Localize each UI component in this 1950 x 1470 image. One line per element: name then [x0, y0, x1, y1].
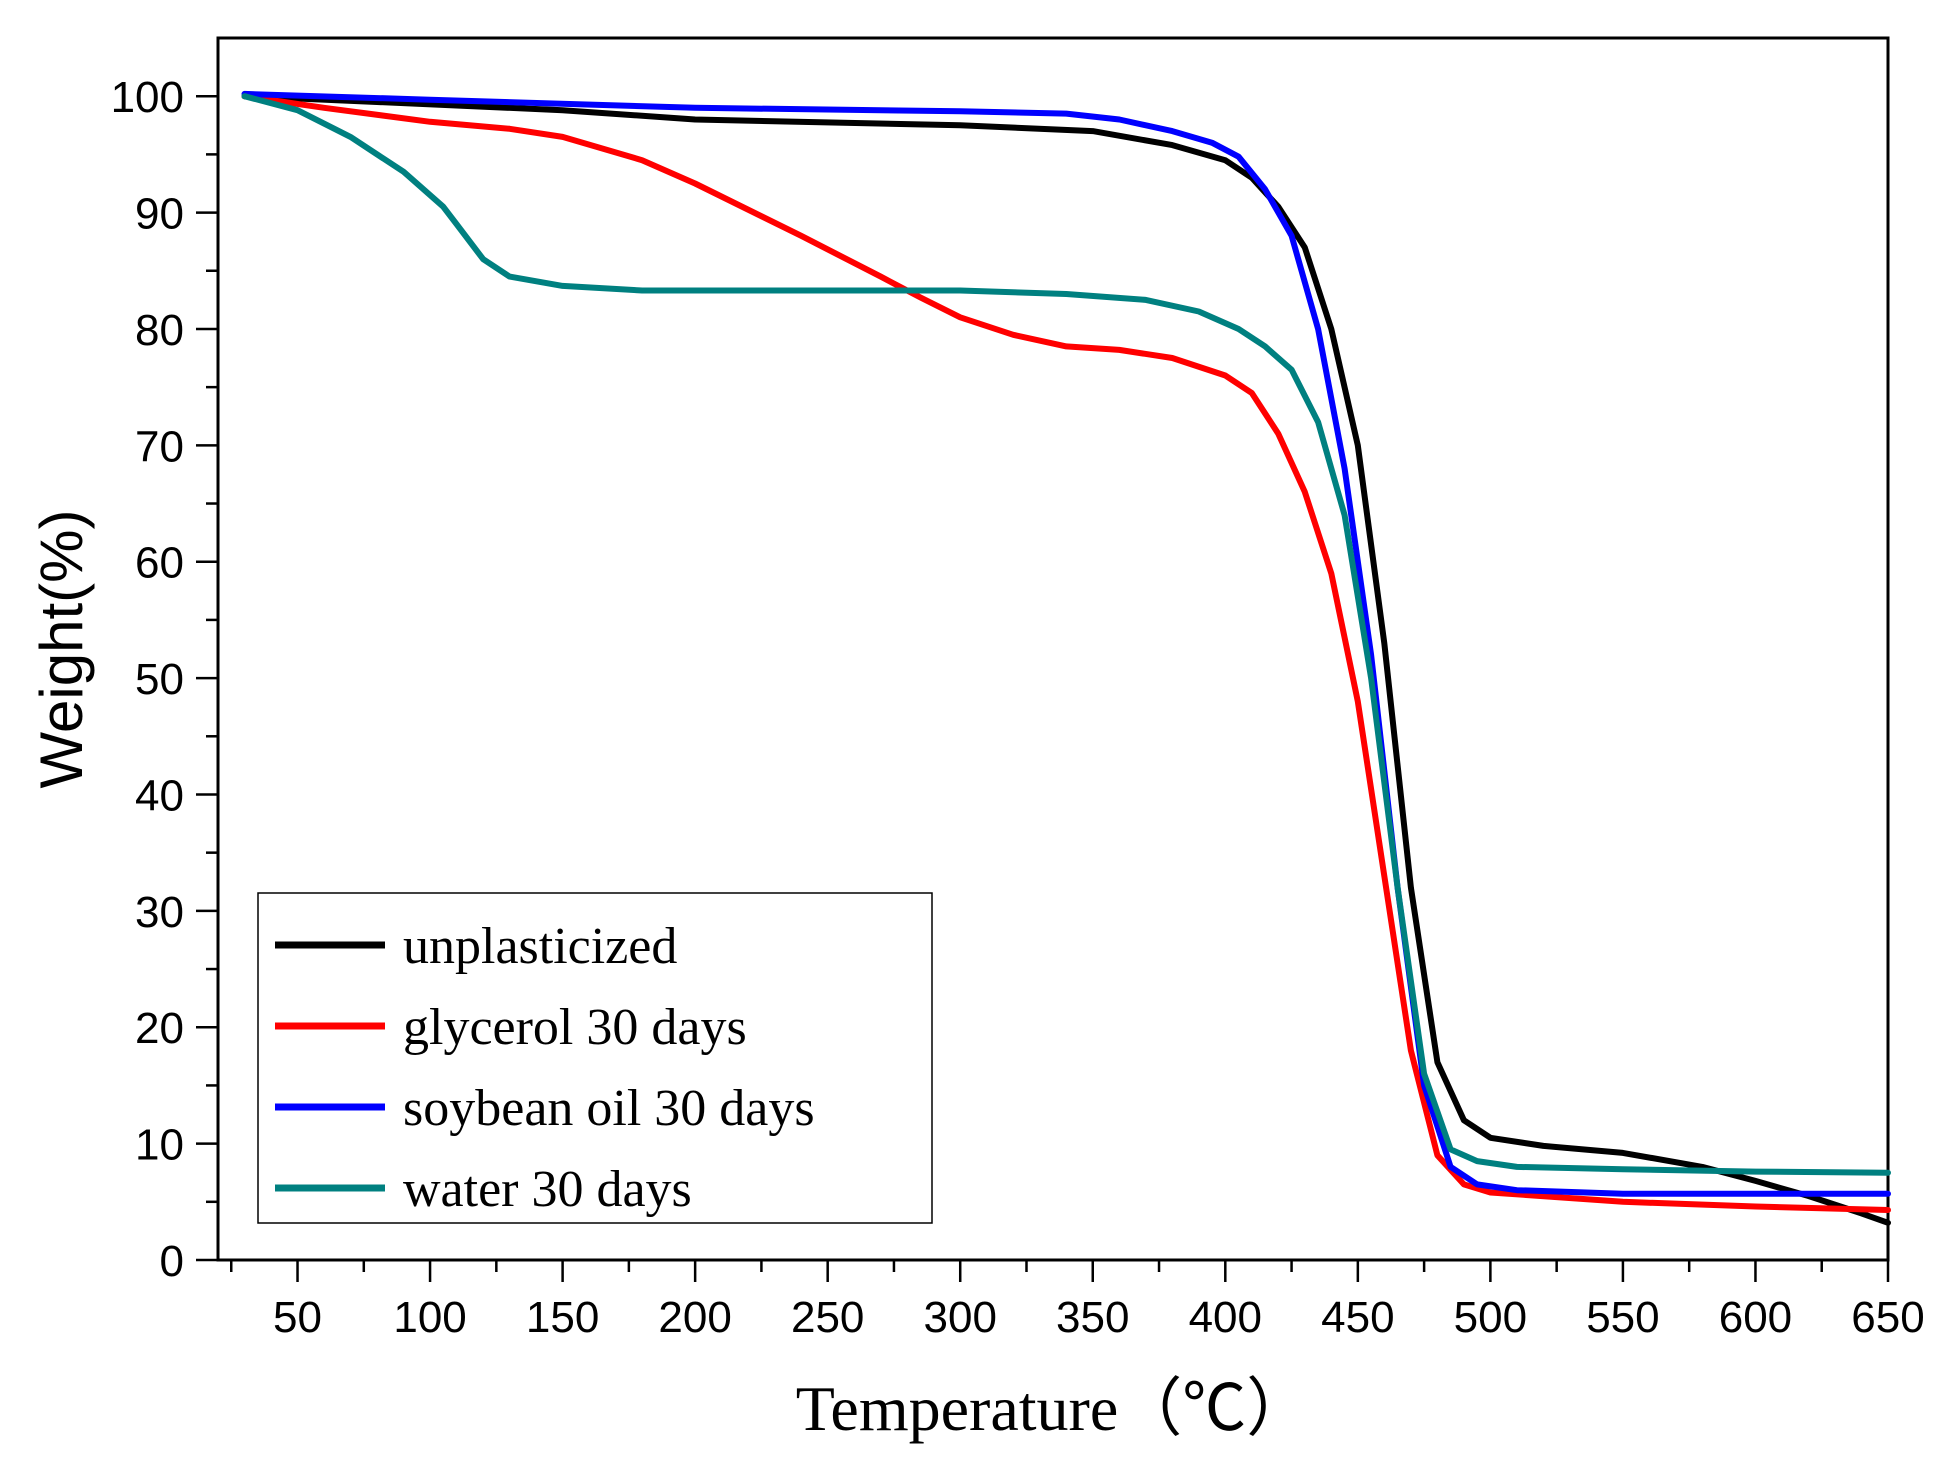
x-axis-ticks: 50 100 150 200 250 300 350 400 450 500 550 600 650	[230, 1260, 1925, 1342]
series-line-3	[241, 93, 1891, 1176]
x-tick-label: 50	[273, 1293, 322, 1342]
legend: unplasticized glycerol 30 days soybean oil…	[257, 892, 933, 1224]
y-tick-label: 100	[111, 73, 184, 122]
legend-label-0: unplasticized	[403, 918, 677, 975]
y-axis-title: Weight(%)	[28, 510, 95, 789]
series-layer	[241, 90, 1891, 1226]
y-tick-label: 30	[135, 888, 184, 937]
legend-label-2: soybean oil 30 days	[403, 1080, 815, 1137]
series-line-2	[241, 90, 1891, 1197]
y-tick-label: 40	[135, 771, 184, 820]
y-tick-label: 80	[135, 306, 184, 355]
x-tick-label: 650	[1851, 1293, 1924, 1342]
x-tick-label: 100	[393, 1293, 466, 1342]
series-line-0	[241, 93, 1891, 1226]
x-tick-label: 400	[1189, 1293, 1262, 1342]
x-tick-label: 150	[526, 1293, 599, 1342]
x-tick-label: 200	[658, 1293, 731, 1342]
x-tick-label: 500	[1454, 1293, 1527, 1342]
y-tick-label: 10	[135, 1121, 184, 1170]
x-tick-label: 450	[1321, 1293, 1394, 1342]
x-tick-label: 300	[924, 1293, 997, 1342]
x-tick-label: 550	[1586, 1293, 1659, 1342]
y-tick-label: 50	[135, 655, 184, 704]
x-tick-label: 350	[1056, 1293, 1129, 1342]
y-tick-label: 70	[135, 422, 184, 471]
y-tick-label: 90	[135, 190, 184, 239]
series-line-1	[241, 93, 1891, 1213]
legend-label-3: water 30 days	[403, 1161, 692, 1218]
y-tick-label: 20	[135, 1004, 184, 1053]
x-tick-label: 600	[1719, 1293, 1792, 1342]
plot-frame	[216, 36, 1890, 1262]
y-tick-label: 60	[135, 539, 184, 588]
x-axis-title: Temperature（℃）	[796, 1373, 1310, 1444]
y-tick-label: 0	[160, 1237, 184, 1286]
x-tick-label: 250	[791, 1293, 864, 1342]
y-axis-ticks: 0 10 20 30 40 50 60 70 80 90 100	[111, 73, 218, 1286]
legend-label-1: glycerol 30 days	[403, 999, 747, 1056]
